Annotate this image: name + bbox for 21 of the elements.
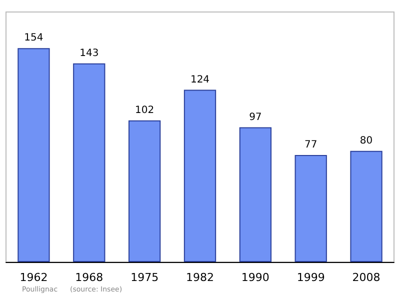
bar: [18, 48, 50, 262]
bar: [128, 120, 161, 262]
data-label: 143: [80, 48, 99, 59]
bar: [294, 155, 327, 262]
data-label: 97: [249, 112, 262, 123]
x-tick-label: 1962: [20, 271, 48, 284]
data-label: 102: [135, 104, 154, 116]
x-tick-label: 1968: [75, 271, 104, 284]
data-label: 80: [360, 135, 373, 146]
bar: [184, 90, 216, 262]
bar: [73, 63, 106, 262]
x-tick-label: 1999: [296, 271, 325, 284]
data-label: 77: [304, 140, 318, 151]
data-label: 154: [24, 32, 44, 44]
x-tick-label: 2008: [352, 271, 380, 284]
bar: [350, 150, 382, 262]
x-tick-label: 1975: [130, 271, 159, 284]
x-tick-label: 1990: [241, 271, 270, 284]
x-tick-label: 1982: [186, 271, 214, 284]
data-label: 124: [190, 74, 210, 86]
bar: [239, 127, 272, 262]
